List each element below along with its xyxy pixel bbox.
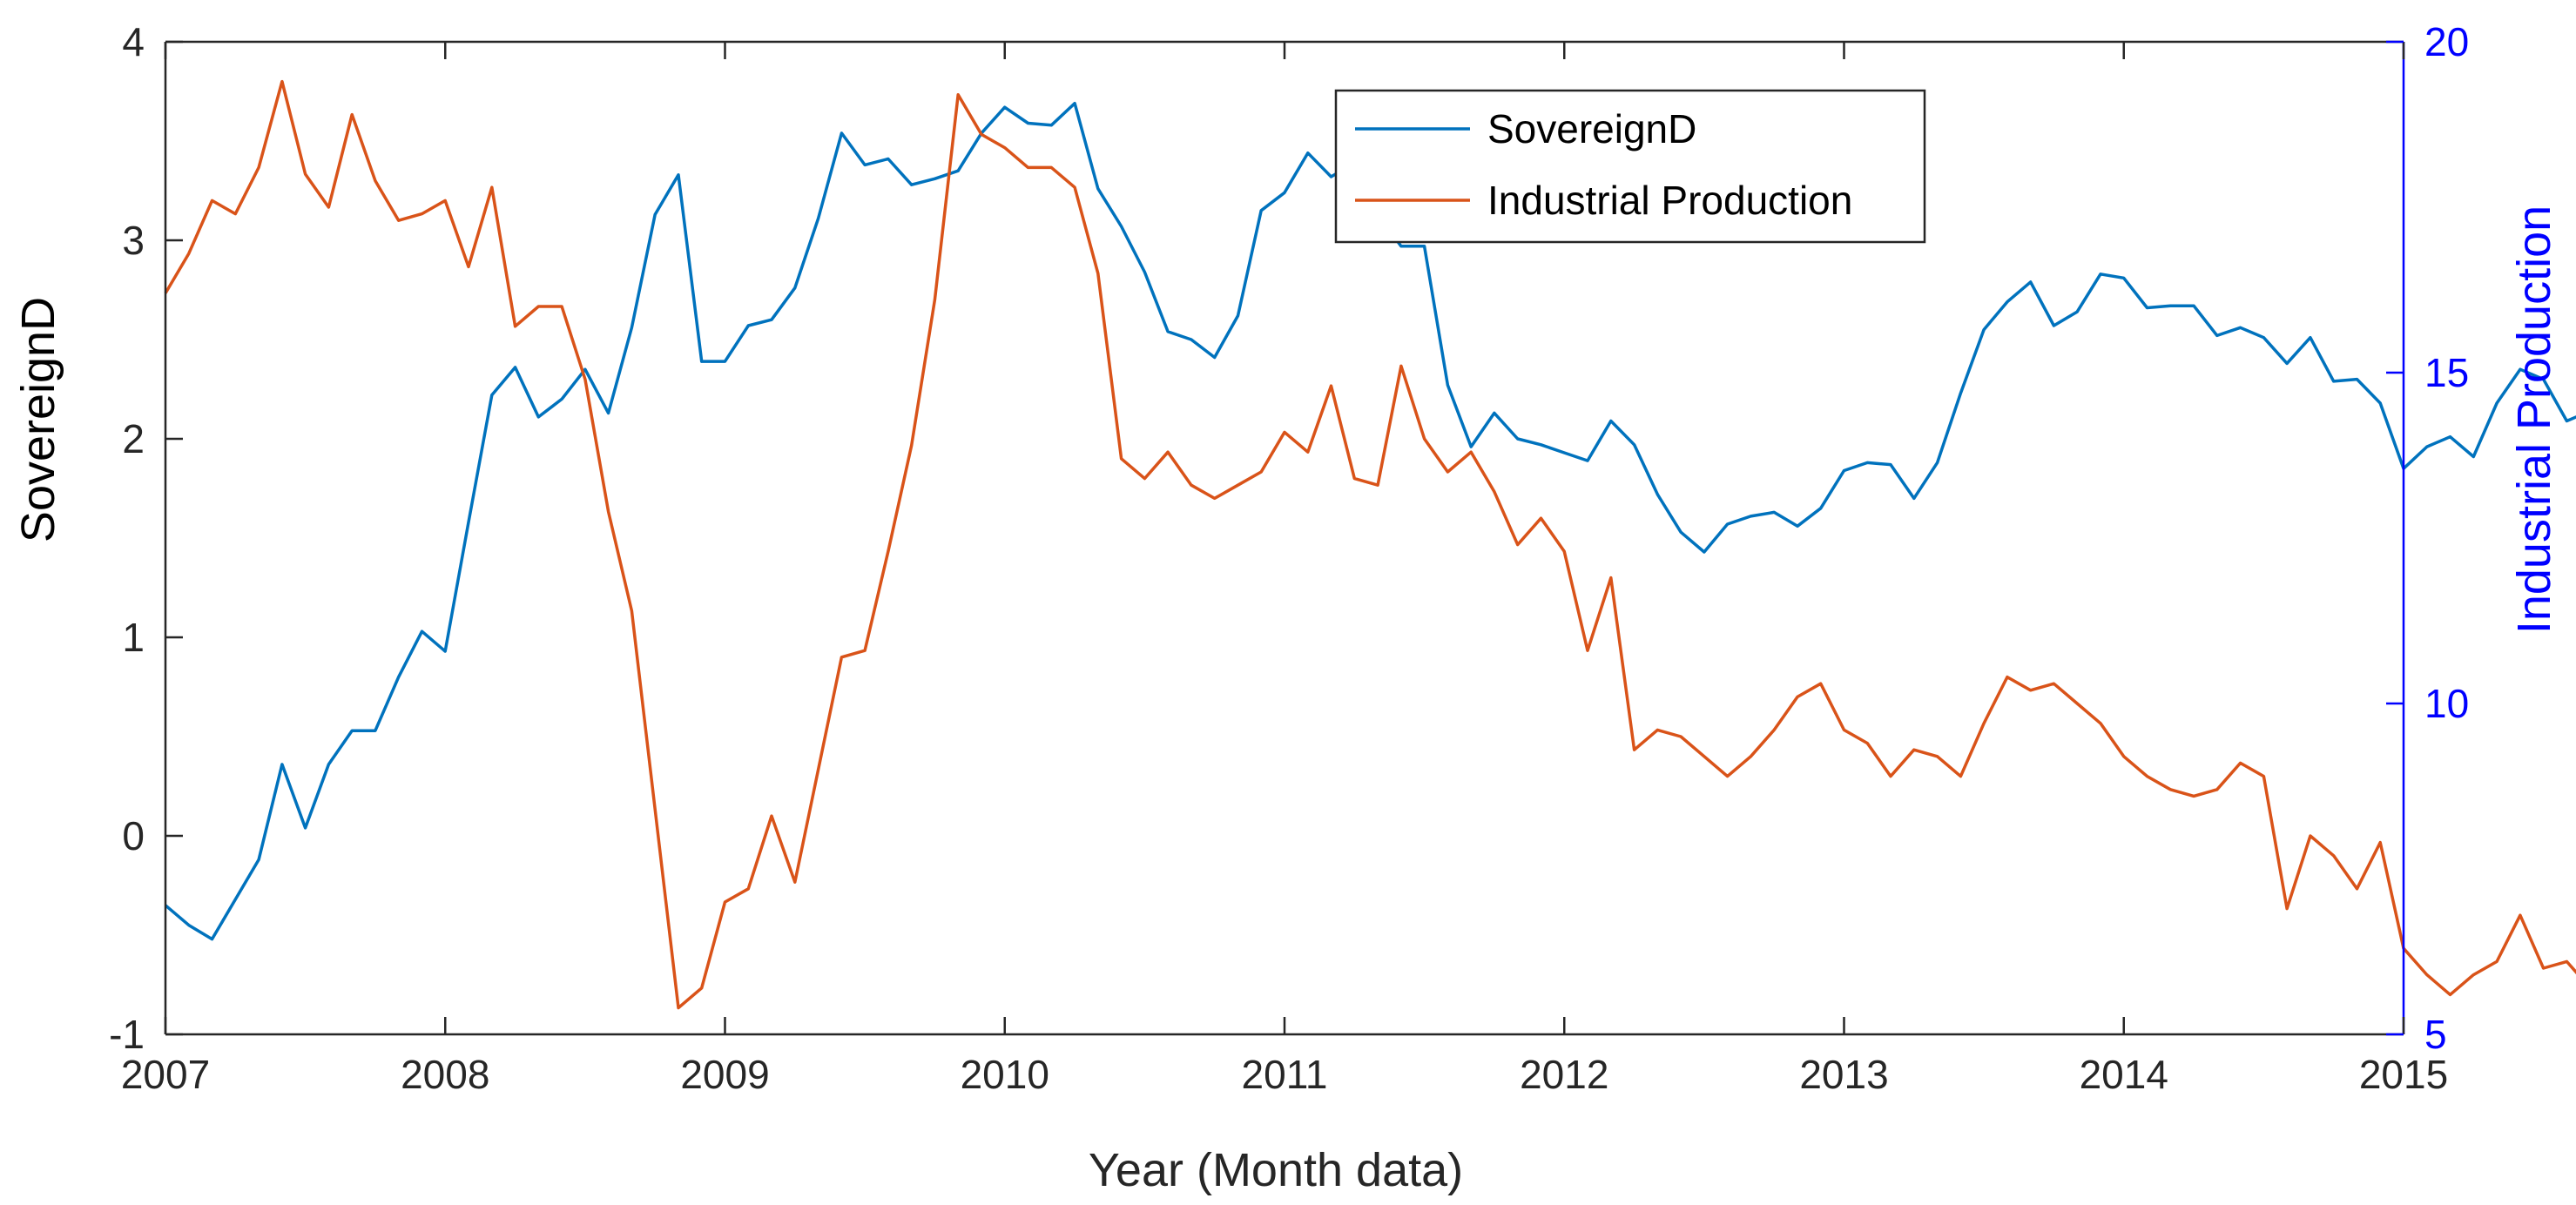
ticks-layer: 2007 2008 2009 2010 2011 2012 2013 2014 2015-101… [109,19,2469,1097]
x-tick-label: 2011 [1242,1052,1328,1097]
x-tick-label: 2010 [961,1052,1049,1097]
y-axis-right-label: Industrial Production [2508,205,2560,634]
y-right-tick-label: 20 [2424,19,2469,64]
y-right-tick-label: 5 [2424,1012,2447,1057]
y-left-tick-label: 4 [122,19,145,64]
x-tick-label: 2007 [121,1052,210,1097]
series-line-industrial-production [164,79,2576,1010]
y-left-tick-label: 1 [122,615,145,660]
y-left-tick-label: -1 [109,1012,145,1057]
y-left-tick-label: 3 [122,218,145,263]
x-tick-label: 2009 [680,1052,769,1097]
x-tick-label: 2008 [401,1052,489,1097]
x-tick-label: 2014 [2080,1052,2168,1097]
y-left-tick-label: 2 [122,416,145,461]
x-tick-label: 2015 [2359,1052,2448,1097]
plot-area [165,42,2404,1034]
legend: SovereignD Industrial Production [1334,89,1926,244]
x-axis-label: Year (Month data) [1089,1144,1463,1196]
y-left-tick-label: 0 [122,813,145,858]
y-right-tick-label: 15 [2424,350,2469,395]
legend-label-industrial-production: Industrial Production [1487,178,1852,223]
series-layer [164,79,2576,1010]
legend-label-sovereignd: SovereignD [1487,106,1696,151]
x-tick-label: 2012 [1520,1052,1608,1097]
x-tick-label: 2013 [1799,1052,1888,1097]
y-right-tick-label: 10 [2424,681,2469,726]
y-axis-left-label: SovereignD [12,297,64,542]
plot-background [165,42,2404,1034]
legend-box [1334,89,1926,244]
series-line-sovereignd [164,101,2576,941]
